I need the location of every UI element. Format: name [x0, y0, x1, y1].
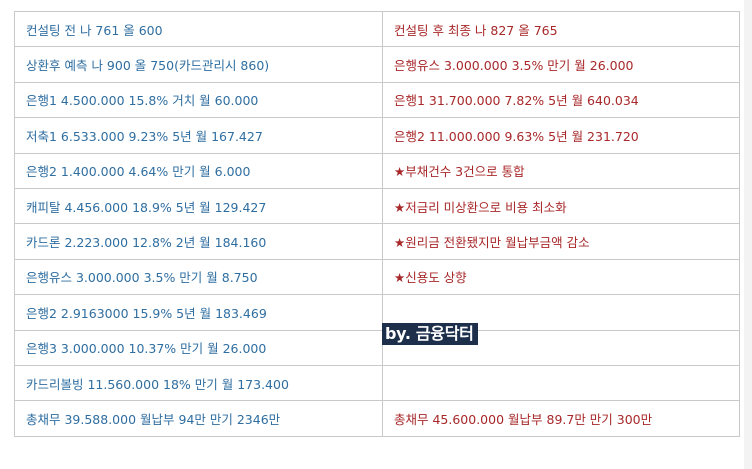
- table-row: 은행1 4.500.000 15.8% 거치 월 60.000 은행1 31.7…: [14, 81, 740, 119]
- before-cell: 은행1 4.500.000 15.8% 거치 월 60.000: [14, 81, 383, 119]
- table-row: 은행유스 3.000.000 3.5% 만기 월 8.750 ★신용도 상향: [14, 258, 740, 296]
- before-cell: 총채무 39.588.000 월납부 94만 만기 2346만: [14, 400, 383, 437]
- watermark-label: by. 금융닥터: [382, 323, 478, 345]
- table-row: 저축1 6.533.000 9.23% 5년 월 167.427 은행2 11.…: [14, 117, 740, 154]
- before-cell: 은행유스 3.000.000 3.5% 만기 월 8.750: [14, 258, 383, 296]
- table-row: 카드론 2.223.000 12.8% 2년 월 184.160 ★원리금 전환…: [14, 223, 740, 260]
- table-row: 캐피탈 4.456.000 18.9% 5년 월 129.427 ★저금리 미상…: [14, 187, 740, 225]
- after-cell: ★저금리 미상환으로 비용 최소화: [382, 187, 740, 225]
- before-cell: 은행3 3.000.000 10.37% 만기 월 26.000: [14, 329, 383, 366]
- comparison-table-container: 컨설팅 전 나 761 올 600 컨설팅 후 최종 나 827 올 765 상…: [14, 10, 740, 437]
- before-cell: 컨설팅 전 나 761 올 600: [14, 10, 383, 48]
- table-row: 컨설팅 전 나 761 올 600 컨설팅 후 최종 나 827 올 765: [14, 10, 740, 48]
- after-cell: ★신용도 상향: [382, 258, 740, 296]
- scrollbar[interactable]: [744, 0, 752, 469]
- after-cell: ★원리금 전환됐지만 월납부금액 감소: [382, 223, 740, 260]
- table-row: 은행2 2.9163000 15.9% 5년 월 183.469: [14, 294, 740, 331]
- after-cell: 은행2 11.000.000 9.63% 5년 월 231.720: [382, 117, 740, 154]
- after-cell: 컨설팅 후 최종 나 827 올 765: [382, 10, 740, 48]
- before-cell: 저축1 6.533.000 9.23% 5년 월 167.427: [14, 117, 383, 154]
- before-cell: 은행2 1.400.000 4.64% 만기 월 6.000: [14, 152, 383, 189]
- after-cell: ★부채건수 3건으로 통합: [382, 152, 740, 189]
- before-cell: 카드리볼빙 11.560.000 18% 만기 월 173.400: [14, 364, 383, 402]
- after-cell: [382, 364, 740, 402]
- before-cell: 상환후 예측 나 900 올 750(카드관리시 860): [14, 46, 383, 83]
- after-cell: 은행유스 3.000.000 3.5% 만기 월 26.000: [382, 46, 740, 83]
- before-cell: 캐피탈 4.456.000 18.9% 5년 월 129.427: [14, 187, 383, 225]
- before-cell: 카드론 2.223.000 12.8% 2년 월 184.160: [14, 223, 383, 260]
- after-cell: 은행1 31.700.000 7.82% 5년 월 640.034: [382, 81, 740, 119]
- table-row: 상환후 예측 나 900 올 750(카드관리시 860) 은행유스 3.000…: [14, 46, 740, 83]
- table-row: 카드리볼빙 11.560.000 18% 만기 월 173.400: [14, 364, 740, 402]
- before-cell: 은행2 2.9163000 15.9% 5년 월 183.469: [14, 294, 383, 331]
- after-cell: 총채무 45.600.000 월납부 89.7만 만기 300만: [382, 400, 740, 437]
- table-row: 총채무 39.588.000 월납부 94만 만기 2346만 총채무 45.6…: [14, 400, 740, 437]
- table-row: 은행3 3.000.000 10.37% 만기 월 26.000: [14, 329, 740, 366]
- debt-comparison-table: 컨설팅 전 나 761 올 600 컨설팅 후 최종 나 827 올 765 상…: [14, 10, 740, 437]
- table-row: 은행2 1.400.000 4.64% 만기 월 6.000 ★부채건수 3건으…: [14, 152, 740, 189]
